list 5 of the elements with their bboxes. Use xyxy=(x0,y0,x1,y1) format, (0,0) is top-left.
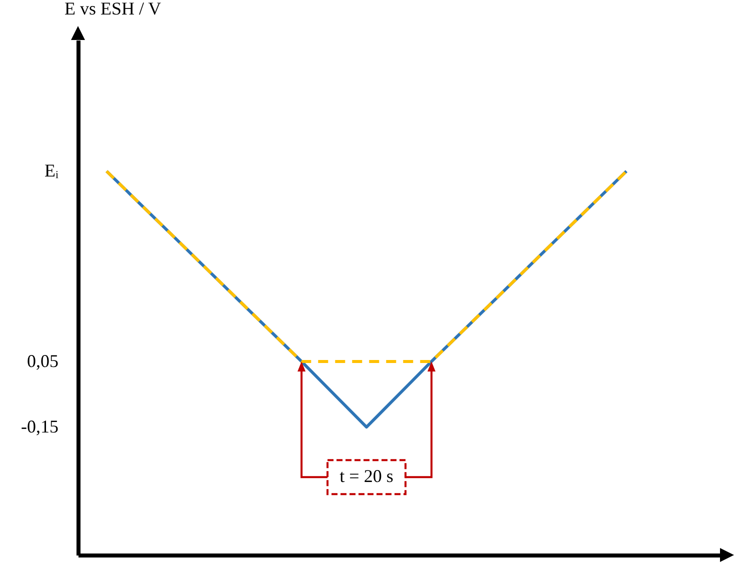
y-tick-label: 0,05 xyxy=(27,350,58,371)
y-tick-label: Eᵢ xyxy=(44,160,59,181)
y-axis-title: E vs ESH / V xyxy=(64,0,162,18)
annotation: t = 20 s xyxy=(340,466,394,486)
y-tick-label: -0,15 xyxy=(21,416,58,437)
